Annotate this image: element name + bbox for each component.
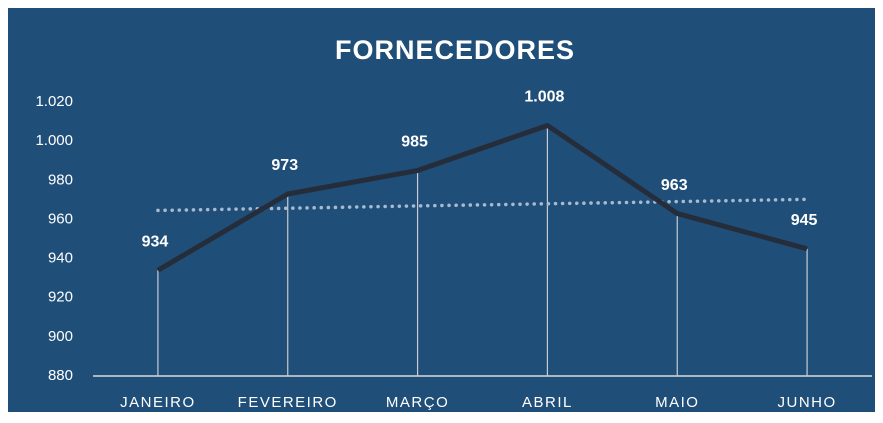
chart-title: FORNECEDORES <box>335 35 575 65</box>
data-label: 973 <box>271 157 298 174</box>
data-label: 985 <box>401 134 428 151</box>
chart-background <box>8 8 875 412</box>
y-tick-label: 1.000 <box>35 132 73 149</box>
y-tick-label: 960 <box>48 210 73 227</box>
x-tick-label: MAIO <box>655 394 699 411</box>
data-line <box>156 122 808 273</box>
x-tick-label: JUNHO <box>777 394 836 411</box>
x-tick-label: FEVEREIRO <box>238 394 338 411</box>
x-tick-label: JANEIRO <box>120 394 196 411</box>
data-label: 963 <box>661 177 688 194</box>
y-tick-label: 940 <box>48 250 73 267</box>
data-label: 1.008 <box>524 89 564 106</box>
y-tick-label: 1.020 <box>35 93 73 110</box>
y-tick-label: 920 <box>48 289 73 306</box>
x-tick-label: MARÇO <box>386 394 449 411</box>
x-tick-label: ABRIL <box>522 394 573 411</box>
y-tick-label: 880 <box>48 367 73 384</box>
data-label: 945 <box>791 212 818 229</box>
y-tick-label: 980 <box>48 171 73 188</box>
data-label: 934 <box>142 234 169 251</box>
y-tick-label: 900 <box>48 328 73 345</box>
